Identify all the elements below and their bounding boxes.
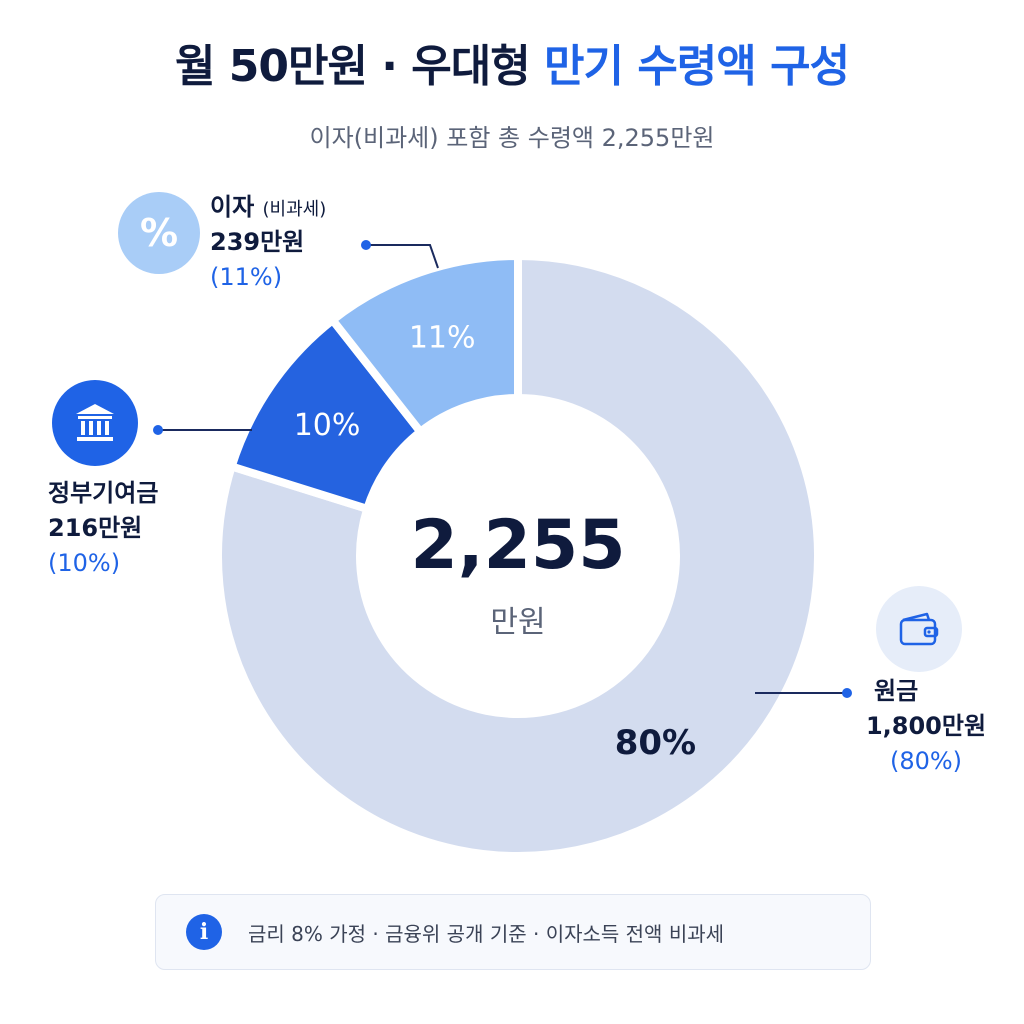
leader-lines xyxy=(153,240,852,698)
principal-name: 원금 xyxy=(874,677,919,705)
donut-slice-labels: 80% 10% 11% xyxy=(294,321,696,763)
page-subtitle: 이자(비과세) 포함 총 수령액 2,255만원 xyxy=(309,124,715,152)
percent-icon: % xyxy=(118,192,200,274)
bank-icon xyxy=(52,380,138,466)
interest-leader-line xyxy=(368,244,439,269)
footer-note-box: i 금리 8% 가정 · 금융위 공개 기준 · 이자소득 전액 비과세 xyxy=(155,894,871,970)
center-total-unit: 만원 xyxy=(490,605,545,640)
page-title: 월 50만원 · 우대형 만기 수령액 구성 xyxy=(0,30,1024,94)
interest-leader-dot xyxy=(361,240,371,250)
wallet-icon xyxy=(876,586,962,672)
slice-percent-label-1: 80% xyxy=(615,723,696,763)
interest-name: 이자 xyxy=(210,193,255,221)
slice-percent-label-3: 11% xyxy=(409,321,476,356)
donut-slices xyxy=(214,252,822,860)
principal-percent: (80%) xyxy=(889,746,963,775)
slice-percent-label-2: 10% xyxy=(294,408,361,443)
principal-label: 원금 1,800만원 (80%) xyxy=(856,674,996,778)
interest-amount: 239만원 xyxy=(210,227,305,256)
gov-percent: (10%) xyxy=(48,548,121,577)
gov-leader-dot xyxy=(153,425,163,435)
wallet-icon-svg xyxy=(899,612,939,646)
percent-icon-glyph: % xyxy=(139,211,179,255)
donut-slice-3 xyxy=(328,252,522,436)
info-icon: i xyxy=(186,914,222,950)
center-total-value: 2,255 xyxy=(410,506,625,585)
interest-percent: (11%) xyxy=(210,262,283,291)
title-main: 월 50만원 · 우대형 xyxy=(174,41,545,92)
gov-name: 정부기여금 xyxy=(48,479,159,507)
donut-slice-1 xyxy=(214,252,822,860)
footer-note-text: 금리 8% 가정 · 금융위 공개 기준 · 이자소득 전액 비과세 xyxy=(248,921,725,946)
gov-label: 정부기여금 216만원 (10%) xyxy=(48,476,158,580)
title-accent: 만기 수령액 구성 xyxy=(544,41,850,92)
bank-icon-svg xyxy=(76,404,114,441)
gov-amount: 216만원 xyxy=(48,513,143,542)
principal-amount: 1,800만원 xyxy=(865,711,987,740)
principal-leader-dot xyxy=(842,688,852,698)
interest-note: (비과세) xyxy=(262,199,327,220)
interest-label: 이자 (비과세) 239만원 (11%) xyxy=(210,190,326,294)
